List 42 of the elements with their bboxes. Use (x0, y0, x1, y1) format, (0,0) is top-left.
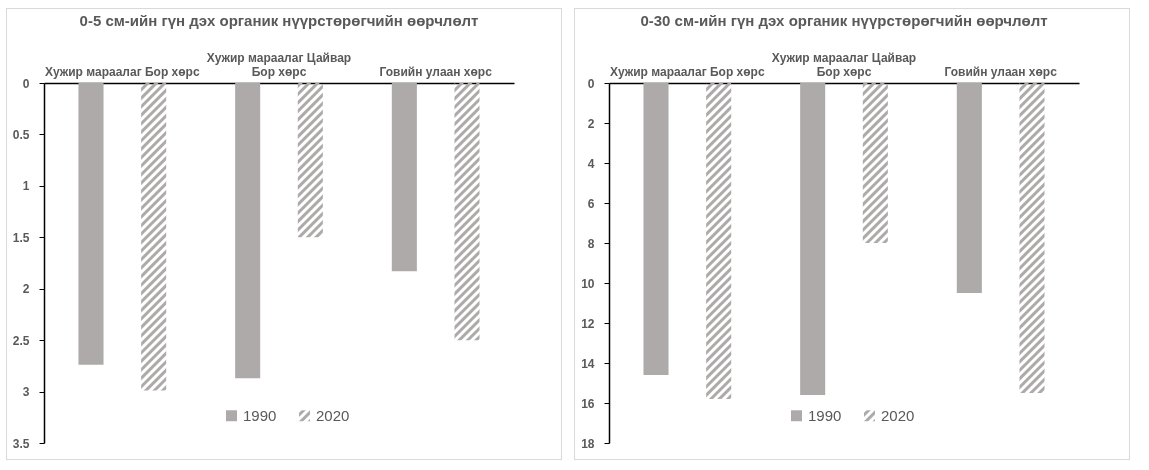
y-tick-label: 12 (581, 316, 595, 331)
y-tick-label: 6 (587, 196, 595, 211)
y-tick-label: 4 (587, 156, 595, 171)
bar (800, 83, 826, 395)
y-tick-label: 1.5 (12, 230, 30, 245)
bar (1019, 83, 1045, 393)
y-tick-label: 0 (22, 76, 30, 91)
bar (141, 83, 167, 391)
y-tick-label: 14 (581, 356, 595, 371)
bar (956, 83, 982, 293)
y-tick-label: 16 (581, 396, 595, 411)
legend-label: 2020 (316, 406, 350, 424)
legend-label: 1990 (808, 406, 842, 424)
y-tick-label: 3 (22, 385, 30, 400)
bar (297, 83, 323, 238)
y-tick-label: 2.5 (12, 333, 30, 348)
x-tick-label: Хужир мараалаг Цайвар Бор хөрс (206, 50, 352, 79)
x-tick-label: Хужир мараалаг Бор хөрс (610, 64, 765, 79)
bar (862, 83, 888, 243)
chart-title: 0-5 см-ийн гүн дэх органик нүүрстөрөгчийн өөрчлөлт (79, 12, 479, 29)
bar (643, 83, 669, 375)
y-tick-label: 18 (581, 436, 595, 451)
x-tick-label: Говийн улаан хөрс (944, 64, 1058, 79)
y-tick-label: 2 (22, 282, 30, 297)
bar (454, 83, 480, 341)
y-tick-label: 0 (587, 76, 595, 91)
legend-label: 1990 (243, 406, 277, 424)
bar (78, 83, 104, 365)
y-tick-label: 2 (587, 116, 595, 131)
x-tick-label: Говийн улаан хөрс (379, 64, 493, 79)
bar (706, 83, 732, 399)
y-tick-label: 8 (587, 236, 595, 251)
y-tick-label: 1 (22, 179, 30, 194)
chart-title: 0-30 см-ийн гүн дэх органик нүүрстөрөгчийн өөрчлөлт (640, 12, 1048, 29)
bar (391, 83, 417, 272)
x-tick-label: Хужир мараалаг Цайвар Бор хөрс (771, 50, 917, 79)
bar (235, 83, 261, 379)
x-tick-label: Хужир мараалаг Бор хөрс (45, 64, 200, 79)
legend-label: 2020 (881, 406, 915, 424)
y-tick-label: 0.5 (12, 127, 30, 142)
y-tick-label: 3.5 (12, 436, 30, 451)
y-tick-label: 10 (581, 276, 595, 291)
